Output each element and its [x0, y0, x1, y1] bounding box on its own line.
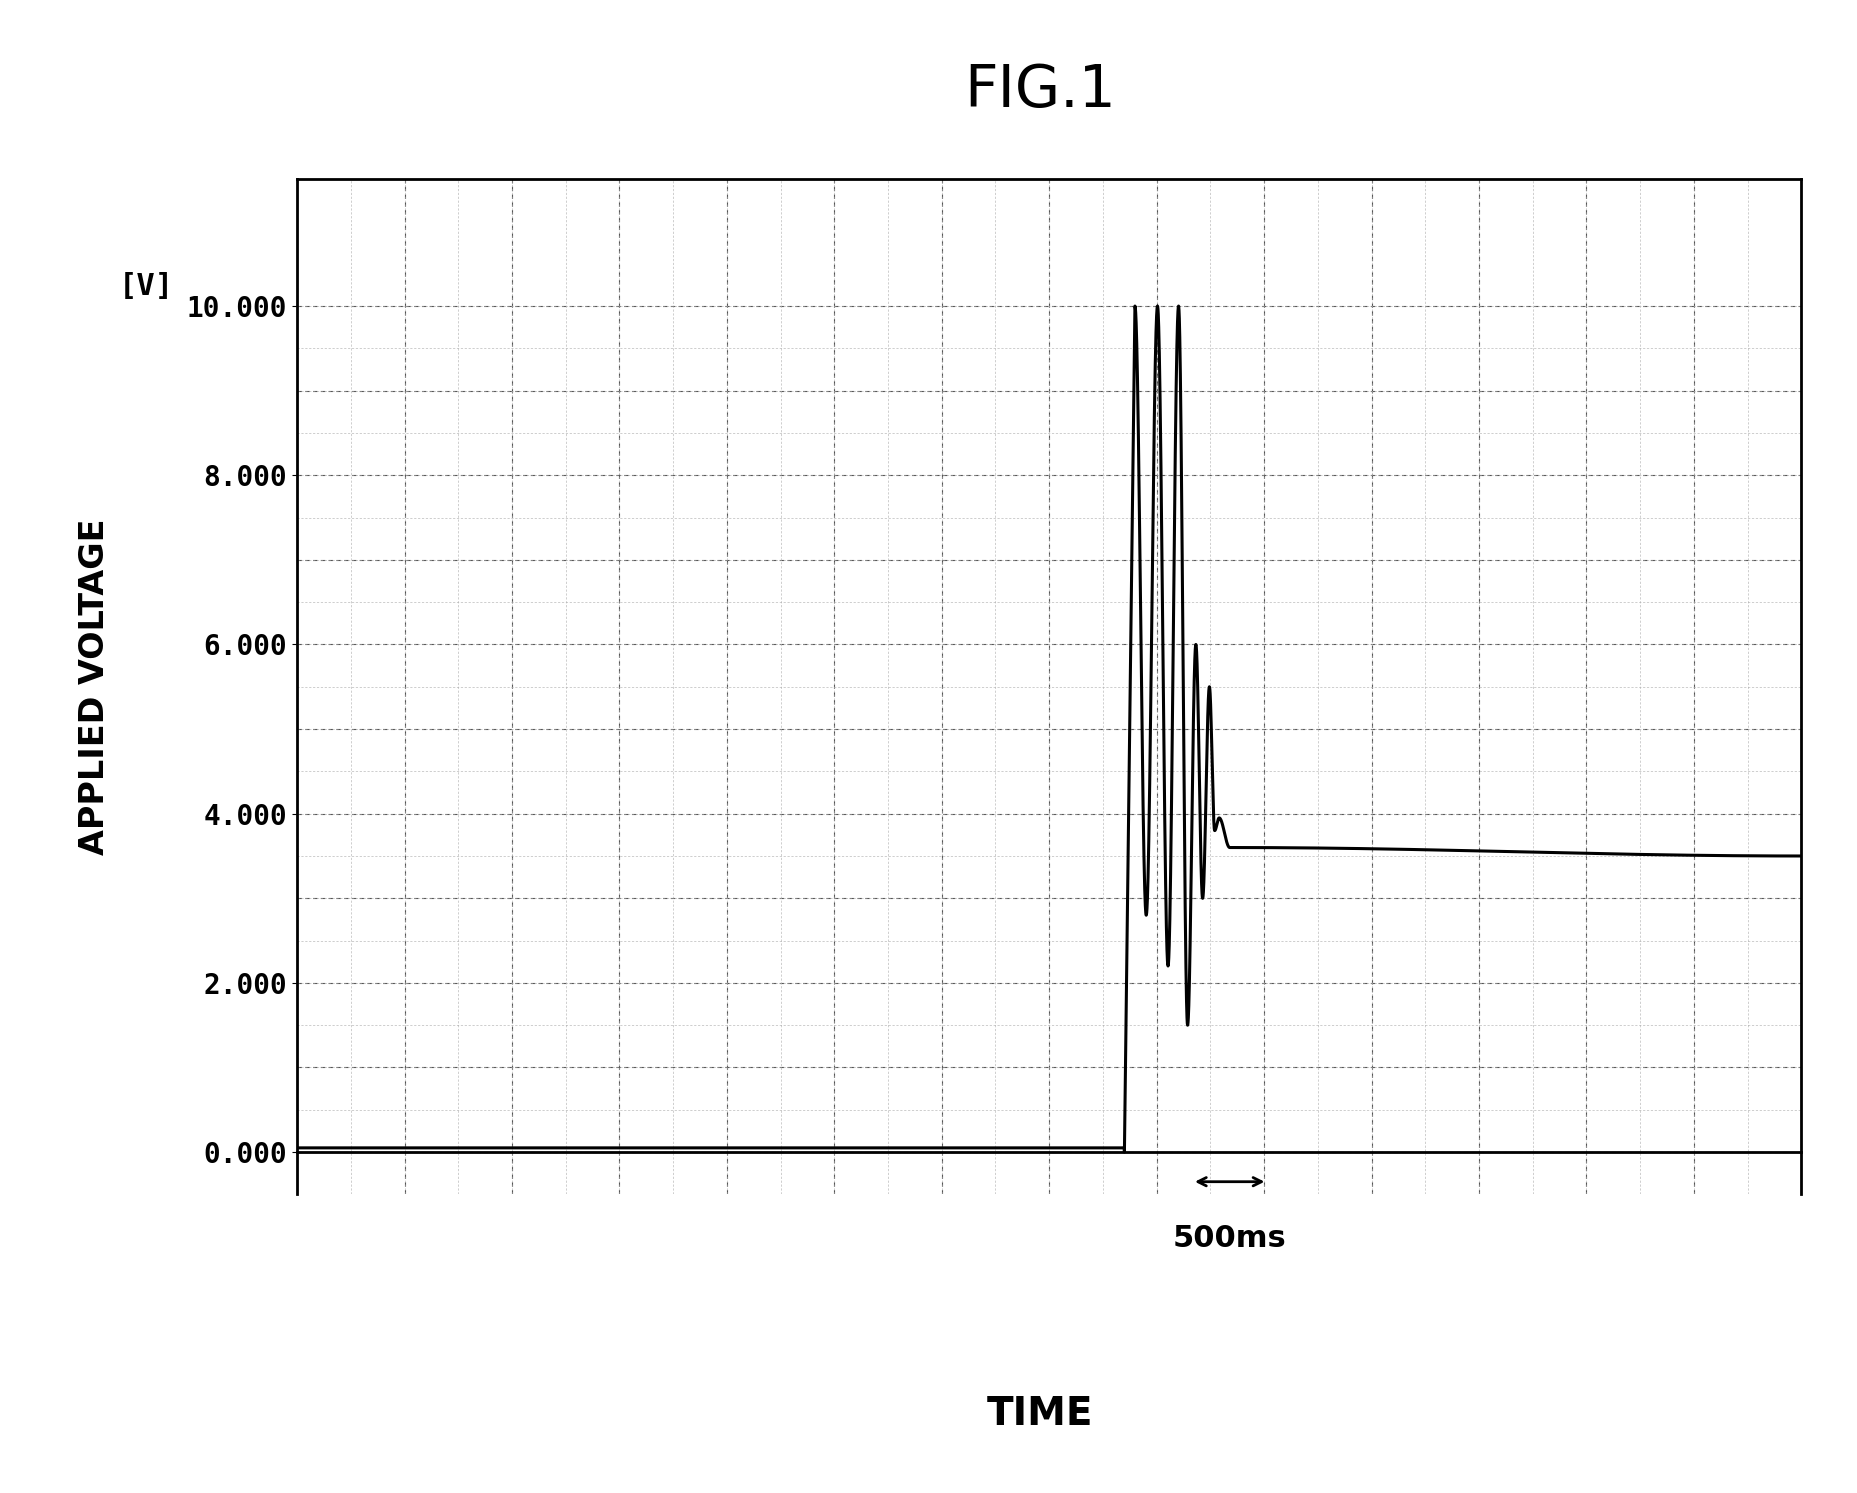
Text: TIME: TIME: [986, 1396, 1094, 1433]
Y-axis label: APPLIED VOLTAGE: APPLIED VOLTAGE: [78, 518, 111, 855]
Text: [V]: [V]: [119, 272, 175, 302]
Text: FIG.1: FIG.1: [964, 63, 1116, 119]
Text: 500ms: 500ms: [1174, 1224, 1287, 1253]
